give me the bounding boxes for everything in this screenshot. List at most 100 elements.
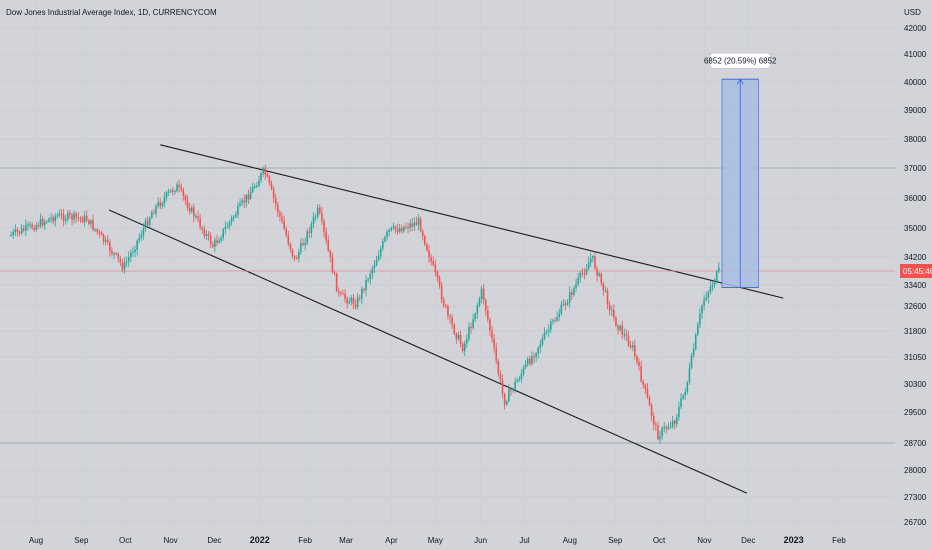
candle-down: [178, 184, 180, 188]
candle-up: [688, 367, 691, 383]
trendline-upper[interactable]: [160, 144, 784, 299]
candle-up: [413, 222, 416, 227]
candle-down: [665, 427, 668, 429]
candle-up: [262, 168, 264, 174]
price-tick-label: 33400: [904, 281, 927, 290]
candle-down: [594, 256, 596, 269]
candle-down: [613, 309, 615, 318]
candle-up: [690, 355, 693, 368]
candle-down: [289, 243, 292, 250]
candle-up: [589, 258, 592, 263]
price-tick-label: 37000: [904, 164, 927, 173]
price-axis[interactable]: 42000 41000 40000 39000 38000 37000 36000 35000…: [900, 24, 932, 527]
candle-up: [134, 249, 136, 253]
candle-up: [10, 235, 12, 237]
candle-down: [188, 207, 191, 212]
candle-down: [491, 330, 493, 339]
candle-up: [680, 398, 682, 407]
currency-label: USD: [904, 8, 921, 17]
measure-tool[interactable]: 6852 (20.59%) 6852: [704, 52, 777, 289]
candle-up: [104, 239, 107, 242]
candle-up: [392, 226, 395, 228]
trendline-lower[interactable]: [108, 209, 748, 494]
candle-down: [503, 393, 506, 405]
time-axis[interactable]: Aug Sep Oct Nov Dec 2022 Feb Mar Apr May Jun Jul Aug…: [29, 535, 847, 545]
candle-up: [709, 286, 712, 293]
candle-down: [438, 277, 441, 286]
candle-down: [358, 297, 361, 299]
candle-down: [453, 324, 456, 334]
candle-up: [125, 261, 128, 263]
candle-down: [71, 214, 73, 220]
price-tick-label: 34200: [904, 253, 927, 262]
chart-title: Dow Jones Industrial Average Index, 1D, …: [6, 8, 217, 17]
candle-down: [581, 272, 584, 274]
candle-up: [531, 356, 533, 364]
candle-down: [117, 253, 120, 259]
candle-down: [342, 293, 344, 295]
candle-up: [684, 391, 687, 396]
candle-up: [535, 353, 537, 358]
candle-down: [75, 213, 78, 218]
candle-down: [180, 187, 183, 190]
candle-up: [142, 228, 145, 236]
candle-up: [514, 381, 516, 390]
candle-up: [550, 321, 552, 330]
candle-up: [417, 218, 420, 225]
candle-down: [333, 272, 336, 274]
candle-up: [382, 241, 384, 249]
candle-down: [529, 358, 531, 364]
candle-down: [337, 291, 340, 293]
candle-down: [354, 304, 357, 308]
candle-down: [638, 361, 640, 366]
candle-down: [583, 273, 586, 275]
candle-up: [463, 343, 466, 352]
candle-up: [701, 305, 703, 314]
current-price-tag-label: 05:45:46: [903, 267, 932, 276]
time-tick-label: Sep: [608, 536, 623, 545]
candle-down: [621, 325, 624, 335]
candle-down: [615, 317, 617, 326]
candle-up: [239, 202, 241, 206]
candle-up: [705, 297, 708, 300]
candle-down: [436, 271, 439, 278]
candle-down: [484, 299, 487, 311]
candle-up: [316, 207, 319, 217]
candle-up: [50, 217, 52, 219]
candle-down: [321, 212, 323, 221]
candle-down: [396, 229, 399, 232]
candle-up: [83, 215, 86, 223]
candle-up: [350, 297, 353, 302]
measure-label-box: [709, 52, 771, 69]
candle-up: [631, 345, 634, 348]
candle-up: [575, 283, 577, 288]
candle-down: [340, 292, 342, 294]
candle-up: [566, 302, 569, 305]
candle-up: [174, 191, 176, 193]
candle-down: [60, 213, 63, 215]
candle-up: [56, 215, 59, 217]
candle-down: [600, 273, 603, 284]
candle-up: [169, 190, 172, 192]
candle-up: [235, 214, 237, 217]
candle-down: [79, 217, 82, 219]
candle-up: [579, 272, 582, 278]
candle-down: [352, 297, 355, 305]
candle-up: [241, 200, 243, 203]
candle-up: [12, 232, 15, 236]
candle-up: [230, 217, 233, 222]
candle-up: [545, 331, 548, 333]
candle-down: [432, 261, 435, 265]
candle-up: [157, 202, 159, 206]
candle-down: [608, 304, 611, 310]
candle-up: [480, 288, 483, 299]
time-tick-label: 2023: [784, 535, 804, 545]
candle-up: [547, 329, 550, 332]
candle-up: [676, 416, 678, 424]
price-tick-label: 38000: [904, 135, 927, 144]
candle-up: [48, 218, 50, 222]
candle-down: [627, 336, 630, 346]
candle-down: [442, 299, 445, 306]
price-tick-label: 30300: [904, 380, 927, 389]
